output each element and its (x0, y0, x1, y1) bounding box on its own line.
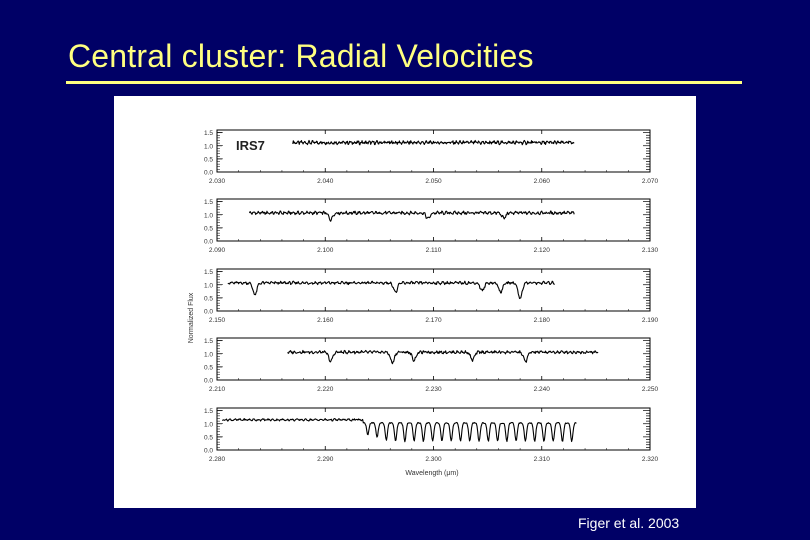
spectra-chart: IRS7 Normalized Flux Wavelength (μm) 1.5… (188, 129, 659, 477)
x-tick-label: 2.180 (534, 317, 551, 324)
x-tick-label: 2.060 (534, 178, 551, 185)
x-tick-label: 2.040 (317, 178, 334, 185)
x-tick-label: 2.070 (642, 178, 659, 185)
x-tick-label: 2.220 (317, 386, 334, 393)
y-tick-label: 0.5 (204, 156, 213, 163)
y-tick-label: 0.0 (204, 309, 213, 316)
panel-frame (216, 337, 651, 381)
y-tick-label: 1.5 (204, 338, 213, 345)
slide-title: Central cluster: Radial Velocities (68, 38, 534, 74)
x-tick-label: 2.100 (317, 247, 334, 254)
y-tick-label: 1.0 (204, 282, 213, 289)
y-tick-label: 1.0 (204, 212, 213, 219)
y-tick-label: 1.5 (204, 199, 213, 206)
x-tick-label: 2.190 (642, 317, 659, 324)
spectrum-line (287, 349, 599, 365)
x-tick-label: 2.320 (642, 456, 659, 463)
y-tick-label: 0.5 (204, 225, 213, 232)
panel-frame (216, 407, 651, 451)
x-tick-label: 2.230 (425, 386, 442, 393)
panel-frame (216, 268, 651, 312)
panel-frame (216, 129, 651, 173)
x-tick-label: 2.150 (209, 317, 226, 324)
spectrum-line (248, 210, 575, 222)
panel-frame (216, 198, 651, 242)
y-tick-label: 1.0 (204, 421, 213, 428)
x-tick-label: 2.290 (317, 456, 334, 463)
x-tick-label: 2.240 (534, 386, 551, 393)
spectra-figure: IRS7 Normalized Flux Wavelength (μm) 1.5… (114, 96, 696, 508)
figure-credit: Figer et al. 2003 (578, 515, 680, 531)
spectrum-line (292, 139, 575, 146)
spectrum-line (221, 417, 577, 443)
x-tick-label: 2.280 (209, 456, 226, 463)
y-tick-label: 1.5 (204, 269, 213, 276)
x-axis-label: Wavelength (μm) (405, 470, 458, 477)
y-tick-label: 0.5 (204, 364, 213, 371)
y-tick-label: 0.0 (204, 378, 213, 385)
x-tick-label: 2.120 (534, 247, 551, 254)
x-tick-label: 2.130 (642, 247, 659, 254)
y-tick-label: 0.5 (204, 434, 213, 441)
x-tick-label: 2.110 (426, 247, 442, 254)
x-tick-label: 2.310 (534, 456, 551, 463)
x-tick-label: 2.160 (317, 317, 334, 324)
x-tick-label: 2.090 (209, 247, 226, 254)
x-tick-label: 2.050 (425, 178, 442, 185)
title-underline (66, 81, 742, 84)
y-axis-label: Normalized Flux (188, 292, 195, 343)
spectrum-line (227, 280, 555, 300)
x-tick-label: 2.300 (425, 456, 442, 463)
y-tick-label: 0.0 (204, 448, 213, 455)
x-tick-label: 2.250 (642, 386, 659, 393)
y-tick-label: 1.0 (204, 351, 213, 358)
y-tick-label: 1.0 (204, 143, 213, 150)
y-tick-label: 0.0 (204, 239, 213, 246)
star-label: IRS7 (236, 138, 265, 153)
x-tick-label: 2.030 (209, 178, 226, 185)
x-tick-label: 2.170 (425, 317, 442, 324)
y-tick-label: 0.0 (204, 170, 213, 177)
y-tick-label: 1.5 (204, 408, 213, 415)
x-tick-label: 2.210 (209, 386, 226, 393)
y-tick-label: 1.5 (204, 130, 213, 137)
y-tick-label: 0.5 (204, 295, 213, 302)
